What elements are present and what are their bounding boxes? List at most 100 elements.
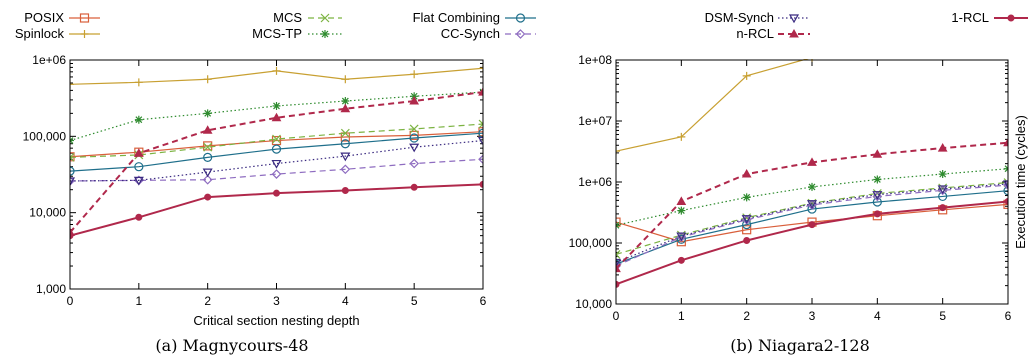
data-point [203, 75, 212, 84]
x-axis-label: Critical section nesting depth [193, 313, 359, 328]
data-point [340, 164, 351, 175]
legend-marker [320, 13, 330, 23]
data-point [340, 103, 351, 113]
data-point [203, 141, 213, 151]
series-line [70, 132, 483, 172]
data-point [271, 169, 282, 179]
chart-caption: (b) Niagara2-128 [730, 336, 870, 355]
data-point [409, 133, 419, 143]
data-point [616, 258, 622, 268]
data-point [340, 128, 350, 138]
data-point [937, 185, 948, 195]
data-point [1003, 186, 1008, 196]
data-point [409, 96, 420, 105]
legend-item-rcl1: 1-RCL [951, 10, 1028, 25]
legend-marker [515, 13, 526, 23]
legend-label: 1-RCL [951, 10, 989, 25]
legend-marker [79, 13, 90, 23]
data-point [808, 221, 816, 229]
data-point [742, 193, 751, 202]
data-point [741, 169, 752, 178]
data-point [202, 168, 213, 178]
data-point [1002, 180, 1008, 190]
legend-marker [789, 28, 799, 38]
plot-area [616, 59, 1008, 288]
x-tick-label: 6 [1005, 309, 1012, 323]
plot-frame [69, 59, 484, 290]
data-point [872, 191, 883, 200]
plot-area [70, 64, 483, 240]
data-point [340, 152, 351, 162]
series-line [616, 59, 809, 152]
series-spinlock [70, 64, 483, 89]
data-point [135, 213, 143, 221]
legend-label: n-RCL [736, 26, 774, 41]
data-point [742, 220, 752, 230]
data-point [272, 66, 281, 75]
legend-item-posix: POSIX [24, 10, 100, 25]
data-point [70, 80, 74, 89]
series-posix [70, 127, 483, 162]
data-point [133, 148, 144, 157]
data-point [479, 64, 483, 73]
legend-item-fc: Flat Combining [413, 10, 536, 25]
x-tick-label: 6 [480, 294, 487, 308]
data-point [938, 170, 947, 179]
chart-magnycours: 1,000 10,000 100,000 1e+06 0 1 2 3 4 5 6 Critical s… [23, 53, 487, 355]
x-tick-label: 0 [613, 309, 620, 323]
data-point [409, 143, 420, 153]
legend-marker [1007, 14, 1015, 22]
y-tick-label: 100,000 [23, 129, 67, 143]
data-point [478, 119, 483, 129]
x-tick-label: 4 [342, 294, 349, 308]
legend-item-spinlock: Spinlock [15, 26, 100, 41]
data-point [134, 162, 144, 172]
x-tick-label: 3 [809, 309, 816, 323]
data-point [616, 280, 620, 288]
data-point [937, 143, 948, 152]
data-point [272, 134, 281, 144]
legend-item-mcs: MCS [273, 10, 342, 25]
data-point [676, 232, 687, 242]
chart-caption: (a) Magnycours-48 [155, 336, 308, 355]
x-tick-label: 1 [135, 294, 142, 308]
legend-item-mcstp: MCS-TP [252, 26, 342, 41]
data-point [939, 204, 947, 212]
data-point [340, 139, 350, 149]
series-dsmsynch [70, 136, 483, 187]
data-point [203, 142, 213, 152]
series-mcstp [616, 164, 1008, 230]
data-point [410, 70, 419, 79]
series-line [616, 200, 1008, 286]
data-point [676, 196, 687, 205]
data-point [1004, 197, 1008, 205]
series-spinlock [616, 59, 813, 156]
y-axis-label: Execution time (cycles) [1013, 115, 1028, 249]
legend-marker [788, 14, 800, 24]
data-point [271, 144, 282, 154]
data-point [741, 215, 752, 224]
y-tick-label: 1,000 [36, 282, 66, 296]
data-point [743, 236, 751, 244]
y-tick-label: 100,000 [569, 236, 613, 250]
data-point [477, 136, 483, 146]
data-point [134, 78, 143, 87]
data-point [677, 132, 686, 141]
y-tick-label: 1e+06 [578, 175, 612, 189]
series-rcl1 [70, 180, 483, 240]
data-point [478, 87, 483, 96]
data-point [70, 232, 74, 240]
y-tick-label: 1e+07 [578, 114, 612, 128]
data-point [479, 180, 483, 188]
data-point [873, 175, 882, 184]
x-tick-label: 2 [204, 294, 211, 308]
series-line [616, 183, 1008, 263]
series-rcl1 [616, 197, 1008, 288]
x-tick-label: 2 [743, 309, 750, 323]
data-point [273, 189, 280, 197]
legend-item-ccsynch: CC-Synch [441, 26, 536, 41]
data-point [271, 112, 282, 122]
data-point [70, 152, 75, 162]
series-nrcl [616, 137, 1008, 273]
